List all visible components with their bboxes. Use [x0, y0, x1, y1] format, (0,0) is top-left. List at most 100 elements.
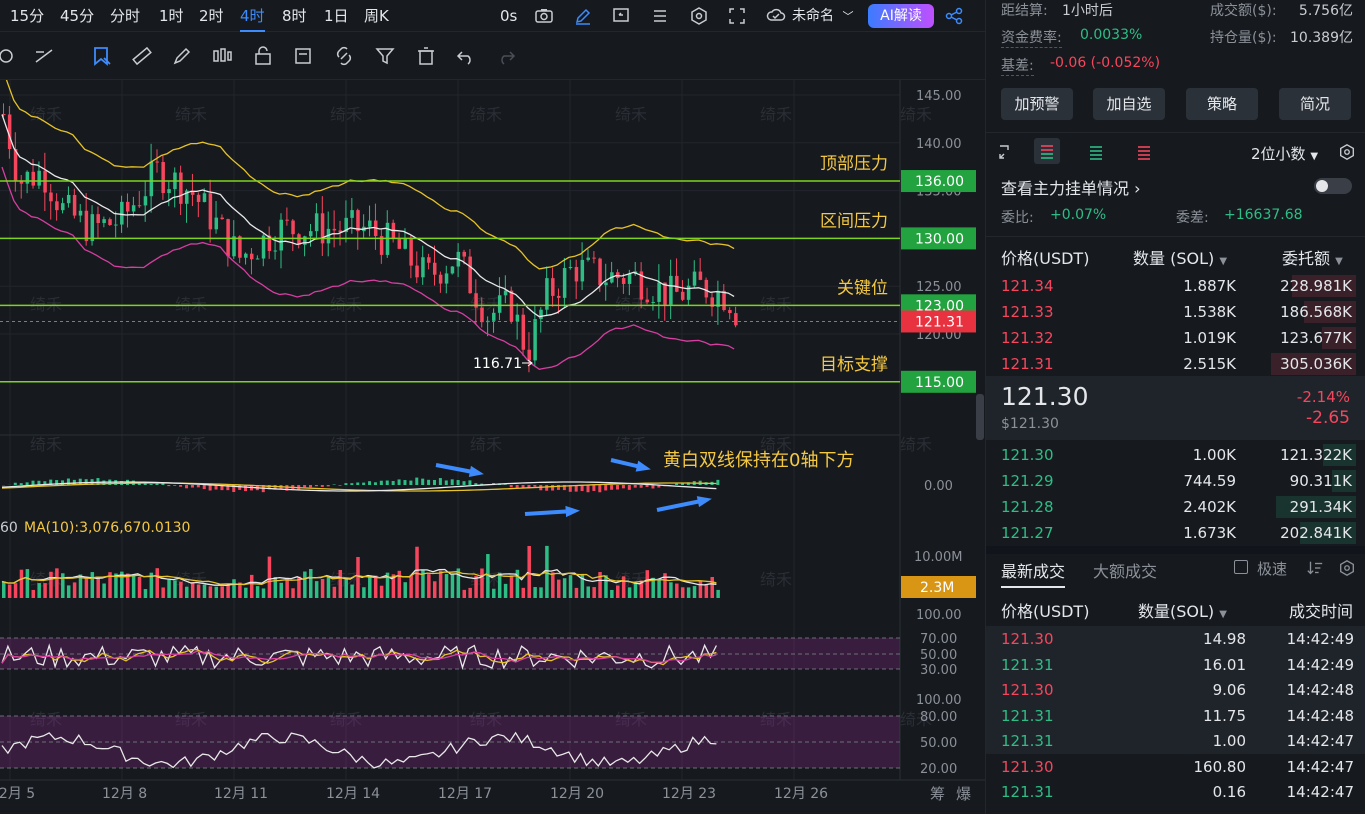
macd-histogram-bar	[208, 485, 212, 491]
candle-body	[19, 180, 24, 184]
layout-name-dropdown[interactable]: 未命名 ﹀	[792, 0, 853, 32]
ask-qty: 1.019K	[1183, 329, 1236, 347]
bid-row[interactable]: 121.28 2.402K 291.34K	[986, 494, 1365, 520]
watermark-text: 绮禾	[470, 710, 502, 729]
timeframe-tab[interactable]: 2时	[199, 7, 224, 25]
lock-icon[interactable]	[251, 44, 275, 68]
bid-row[interactable]: 121.27 1.673K 202.841K	[986, 520, 1365, 546]
candle-body	[31, 171, 36, 186]
add-watchlist-button[interactable]: 加自选	[1093, 88, 1165, 120]
orderbook-bids-icon[interactable]	[1086, 142, 1106, 162]
macd-histogram-bar	[444, 480, 448, 485]
volume-ma10-line	[1, 571, 717, 586]
trash-icon[interactable]	[414, 44, 438, 68]
ruler-icon[interactable]	[130, 44, 154, 68]
panel-collapse-handle[interactable]	[976, 394, 984, 440]
settings-icon[interactable]	[689, 6, 709, 26]
candle-body	[568, 266, 573, 269]
candles-tool-icon[interactable]	[210, 44, 234, 68]
candle-body	[202, 193, 207, 202]
pen-icon[interactable]	[573, 6, 593, 26]
decimals-dropdown[interactable]: 2位小数 ▼	[1251, 143, 1318, 164]
bid-row[interactable]: 121.30 1.00K 121.322K	[986, 442, 1365, 468]
macd-histogram-bar	[190, 485, 194, 488]
ask-row[interactable]: 121.34 1.887K 228.981K	[986, 273, 1365, 299]
strategy-button[interactable]: 策略	[1186, 88, 1258, 120]
cloud-layout-icon[interactable]	[766, 6, 786, 26]
candle-body	[663, 282, 667, 305]
candle-body	[190, 190, 195, 195]
replay-icon[interactable]	[611, 6, 631, 26]
ai-analysis-button[interactable]: AI解读	[868, 4, 934, 28]
fast-checkbox[interactable]	[1234, 560, 1248, 574]
date-axis-label: 12月 26	[774, 786, 828, 802]
sort-icon[interactable]	[1306, 559, 1324, 577]
candle-body	[698, 271, 703, 280]
trade-qty-header[interactable]: 数量(SOL) ▼	[1138, 598, 1227, 622]
timeframe-tab[interactable]: 15分	[10, 7, 45, 25]
kline-chart[interactable]: 145.00140.00135.00130.00125.00120.00绮禾绮禾…	[0, 80, 985, 814]
redo-icon[interactable]	[494, 44, 518, 68]
bookmark-select-icon[interactable]	[90, 44, 114, 68]
tab-latest-trades[interactable]: 最新成交	[1001, 558, 1066, 588]
candle-body	[131, 205, 136, 212]
tab-large-trades[interactable]: 大额成交	[1093, 562, 1158, 581]
collapse-icon[interactable]	[996, 142, 1016, 162]
ob-amount-header[interactable]: 委托额 ▼	[1282, 245, 1343, 269]
volume-bar	[492, 588, 496, 598]
ob-qty-header[interactable]: 数量 (SOL) ▼	[1133, 245, 1227, 269]
volume-bar	[244, 587, 248, 598]
fullscreen-icon[interactable]	[727, 6, 747, 26]
basis-label[interactable]: 基差:	[1001, 55, 1034, 76]
candle-body	[108, 219, 112, 226]
volume-bar	[291, 588, 295, 598]
orderbook-asks-icon[interactable]	[1134, 142, 1154, 162]
undo-icon[interactable]	[454, 44, 478, 68]
volume-bar	[196, 584, 201, 598]
link-icon[interactable]	[332, 44, 356, 68]
trend-line-tool-icon[interactable]	[32, 44, 56, 68]
timeframe-tab[interactable]: 1日	[324, 7, 349, 25]
kline-chart-canvas[interactable]: 145.00140.00135.00130.00125.00120.00绮禾绮禾…	[0, 80, 985, 814]
indicator-list-icon[interactable]	[650, 6, 670, 26]
market-panel: 距结算: 1小时后 成交额($): 5.756亿 资金费率: 0.0033% 持…	[985, 0, 1365, 814]
ask-row[interactable]: 121.32 1.019K 123.677K	[986, 325, 1365, 351]
timeframe-tab[interactable]: 1时	[159, 7, 184, 25]
add-alert-button[interactable]: 加预警	[1001, 88, 1073, 120]
magnet-icon[interactable]	[0, 44, 18, 68]
macd-histogram-bar	[96, 478, 100, 485]
main-orders-link[interactable]: 查看主力挂单情况 ›	[1001, 175, 1141, 199]
edit-text-icon[interactable]	[292, 44, 316, 68]
overview-button[interactable]: 简况	[1279, 88, 1351, 120]
watermark-text: 绮禾	[900, 710, 932, 729]
camera-icon[interactable]	[534, 6, 554, 26]
timeframe-tab[interactable]: 分时	[110, 7, 141, 25]
share-icon[interactable]	[944, 6, 964, 26]
timeframe-tab[interactable]: 周K	[364, 7, 389, 25]
funding-rate-label[interactable]: 资金费率:	[1001, 27, 1062, 48]
macd-histogram-bar	[645, 485, 649, 488]
ask-row[interactable]: 121.31 2.515K 305.036K	[986, 351, 1365, 377]
volume-bar	[373, 575, 378, 598]
timeframe-tab[interactable]: 4时	[240, 0, 265, 32]
ask-row[interactable]: 121.33 1.538K 186.568K	[986, 299, 1365, 325]
bid-row[interactable]: 121.29 744.59 90.311K	[986, 468, 1365, 494]
main-orders-toggle[interactable]	[1314, 178, 1352, 194]
candle-body	[533, 319, 537, 361]
candle-body	[356, 210, 360, 232]
filter-icon[interactable]	[373, 44, 397, 68]
candle-body	[220, 217, 224, 220]
macd-histogram-bar	[556, 485, 560, 490]
timeframe-tab[interactable]: 45分	[60, 7, 95, 25]
orderbook-both-toggle[interactable]	[1034, 138, 1060, 164]
trades-settings-icon[interactable]	[1338, 559, 1356, 577]
brush-icon[interactable]	[170, 44, 194, 68]
volume-tag	[901, 576, 976, 598]
volume-bar	[415, 546, 419, 598]
ob-price-header: 价格(USDT)	[1001, 249, 1090, 268]
bid-price: 121.28	[1001, 498, 1054, 516]
volume-bar	[37, 583, 41, 598]
timeframe-tab[interactable]: 8时	[282, 7, 307, 25]
orderbook-settings-icon[interactable]	[1338, 143, 1356, 161]
candle-body	[586, 257, 590, 260]
